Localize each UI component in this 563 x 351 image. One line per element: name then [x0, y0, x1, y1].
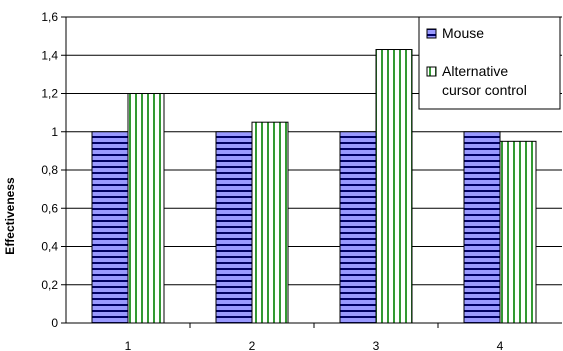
y-tick-label: 0,6 [41, 201, 58, 215]
bars-group [91, 49, 537, 324]
bar-mouse-4 [463, 131, 501, 324]
y-tick-label: 0,4 [41, 240, 58, 254]
legend-label: cursor control [442, 82, 527, 98]
y-tick-label: 1,2 [41, 87, 58, 101]
x-tick-labels: 1 2 3 4 [125, 339, 504, 351]
y-tick-labels: 0 0,2 0,4 0,6 0,8 1 1,2 1,4 1,6 [41, 10, 58, 330]
legend: Mouse Alternative cursor control [418, 16, 561, 110]
legend-swatch-mouse [426, 28, 437, 39]
y-tick-label: 0,8 [41, 163, 58, 177]
legend-label: Mouse [442, 25, 484, 41]
y-axis-label: Effectiveness [3, 177, 17, 255]
x-tick-label: 4 [497, 339, 504, 351]
bar-alternative-3 [375, 49, 413, 324]
x-tick-label: 2 [249, 339, 256, 351]
legend-label: Alternative [442, 63, 508, 79]
y-tick-label: 1,4 [41, 48, 58, 62]
axes [61, 16, 562, 328]
bar-alternative-2 [251, 121, 289, 324]
y-tick-label: 1 [51, 125, 58, 139]
legend-box [418, 16, 561, 110]
y-tick-label: 0,2 [41, 278, 58, 292]
y-tick-label: 0 [51, 316, 58, 330]
legend-swatch-alternative [426, 66, 437, 77]
y-tick-label: 1,6 [41, 10, 58, 24]
bar-mouse-1 [91, 131, 129, 324]
bar-mouse-3 [339, 131, 377, 324]
bar-alternative-4 [499, 140, 537, 324]
x-tick-label: 3 [373, 339, 380, 351]
x-tick-label: 1 [125, 339, 132, 351]
bar-mouse-2 [215, 131, 253, 324]
bar-alternative-1 [127, 93, 165, 324]
